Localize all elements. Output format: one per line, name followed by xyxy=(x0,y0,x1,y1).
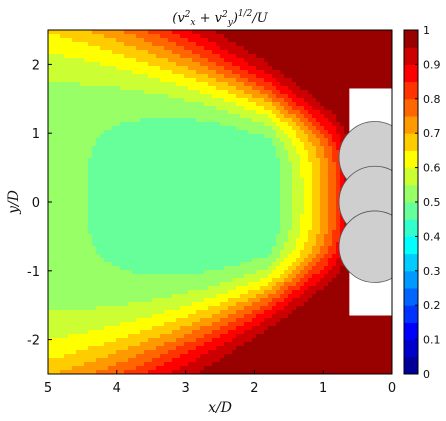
colorbar-band xyxy=(404,81,418,100)
contour-field xyxy=(48,30,392,374)
colorbar-tick-label: 0.1 xyxy=(423,334,441,347)
y-axis-label: y/D xyxy=(6,190,22,215)
x-tick-label: 1 xyxy=(319,381,327,396)
colorbar-band xyxy=(404,30,418,48)
colorbar-band xyxy=(404,150,418,169)
colorbar-band xyxy=(404,270,418,289)
y-tick-label: 1 xyxy=(32,127,40,142)
colorbar-band xyxy=(404,64,418,83)
colorbar-band xyxy=(404,305,418,323)
colorbar-band xyxy=(404,98,418,117)
colorbar-band xyxy=(404,322,418,341)
colorbar-tick-label: 1 xyxy=(423,24,430,37)
colorbar: 0 0.1 0.2 0.3 0.4 0.5 0.6 0.7 0.8 0.9 1 xyxy=(403,24,441,381)
colorbar-band xyxy=(404,236,418,255)
x-tick-label: 2 xyxy=(250,381,258,396)
y-tick-label: -1 xyxy=(27,265,40,280)
x-axis-label: x/D xyxy=(208,400,232,416)
colorbar-tick-label: 0.8 xyxy=(423,93,441,106)
colorbar-band xyxy=(404,219,418,237)
colorbar-band xyxy=(404,253,418,272)
colorbar-band xyxy=(404,116,418,134)
colorbar-tick-label: 0.7 xyxy=(423,127,441,140)
colorbar-tick-label: 0.6 xyxy=(423,162,441,175)
obstacle-cylinder-3 xyxy=(338,210,392,283)
colorbar-band xyxy=(404,288,418,306)
colorbar-tick-label: 0.5 xyxy=(423,196,441,209)
x-axis-ticks: 5 4 3 2 1 0 xyxy=(44,370,396,396)
x-tick-label: 4 xyxy=(113,381,121,396)
colorbar-band xyxy=(404,133,418,151)
obstacle-group xyxy=(338,88,392,316)
colorbar-band xyxy=(404,167,418,186)
colorbar-band xyxy=(404,184,418,203)
x-tick-label: 3 xyxy=(181,381,189,396)
colorbar-tick-label: 0.9 xyxy=(423,58,441,71)
x-tick-label: 5 xyxy=(44,381,52,396)
colorbar-tick-label: 0.4 xyxy=(423,230,441,243)
colorbar-tick-label: 0.3 xyxy=(423,265,441,278)
colorbar-band xyxy=(404,356,418,375)
colorbar-band xyxy=(404,339,418,358)
colorbar-tick-label: 0.2 xyxy=(423,299,441,312)
y-tick-label: -2 xyxy=(27,334,40,349)
colorbar-band xyxy=(404,47,418,65)
x-tick-label: 0 xyxy=(388,381,396,396)
colorbar-tick-label: 0 xyxy=(423,368,430,381)
y-tick-label: 0 xyxy=(32,196,40,211)
y-tick-label: 2 xyxy=(32,58,40,73)
y-axis-ticks: 2 1 0 -1 -2 xyxy=(27,58,52,349)
colorbar-band xyxy=(404,202,418,220)
chart-title: (v2x + v2y)1/2/U xyxy=(172,9,269,28)
